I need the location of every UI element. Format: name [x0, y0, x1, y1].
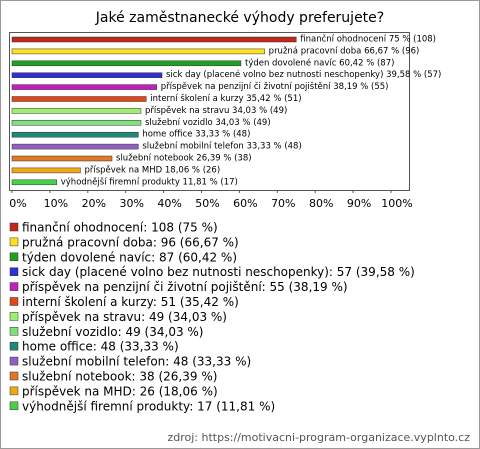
x-tick-label: 20% [82, 197, 106, 210]
bar-label: sick day (placené volno bez nutnosti nes… [166, 69, 441, 80]
bar [11, 120, 142, 126]
x-tick-label: 10% [44, 197, 68, 210]
x-tick-label: 70% [271, 197, 295, 210]
legend-label: týden dovolené navíc: 87 (60,42 %) [22, 250, 237, 264]
bar [11, 167, 81, 174]
bar-label: výhodnější firemní produkty 11,81 % (17) [61, 176, 238, 187]
legend-swatch [9, 341, 19, 351]
bar [11, 143, 139, 150]
x-tick-label: 80% [309, 197, 333, 210]
legend-swatch [9, 327, 19, 336]
legend-label: home office: 48 (33,33 %) [22, 340, 179, 354]
x-tick-label: 0% [9, 197, 26, 210]
bar-label: týden dovolené navíc 60,42 % (87) [245, 57, 394, 68]
x-tick-label: 60% [233, 197, 257, 210]
legend-label: služební mobilní telefon: 48 (33,33 %) [22, 355, 251, 369]
bar [11, 179, 58, 186]
legend-swatch [9, 267, 19, 276]
chart-title: Jaké zaměstnanecké výhody preferujete? [95, 10, 384, 26]
bar-label: služební notebook 26,39 % (38) [116, 154, 252, 164]
bar-label: finanční ohodnocení 75 % (108) [300, 34, 436, 45]
legend-swatch [9, 401, 19, 411]
bar [11, 36, 297, 43]
bar-label: home office 33,33 % (48) [142, 130, 250, 140]
source: zdroj: https://motivacni-program-organiz… [167, 431, 470, 444]
legend-swatch [9, 386, 19, 396]
legend-swatch [9, 222, 19, 232]
legend-label: finanční ohodnocení: 108 (75 %) [22, 221, 218, 235]
legend-swatch [9, 297, 19, 306]
bar [11, 131, 139, 138]
x-tick-label: 30% [119, 197, 143, 210]
x-tick-label: 100% [381, 197, 412, 210]
legend-label: pružná pracovní doba: 96 (66,67 %) [22, 235, 239, 249]
bar [11, 108, 142, 114]
bar [11, 72, 163, 78]
x-tick-label: 50% [195, 197, 219, 210]
legend-label: příspěvek na stravu: 49 (34,03 %) [22, 310, 227, 324]
legend-label: příspěvek na MHD: 26 (18,06 %) [22, 384, 218, 398]
legend-label: sick day (placené volno bez nutnosti nes… [22, 265, 415, 279]
legend-swatch [9, 371, 19, 381]
bar-label: příspěvek na penzijní či životní pojiště… [161, 81, 389, 92]
bar-label: pružná pracovní doba 66,67 % (96) [269, 46, 420, 56]
x-tick-label: 90% [347, 197, 371, 210]
bar-label: služební vozidlo 34,03 % (49) [145, 118, 271, 128]
legend-label: interní školení a kurzy: 51 (35,42 %) [22, 295, 239, 309]
bar [11, 48, 265, 55]
bar [11, 60, 242, 67]
legend-swatch [9, 312, 19, 321]
bar [11, 84, 157, 90]
legend-swatch [9, 237, 19, 247]
bar-label: příspěvek na MHD 18,06 % (26) [84, 165, 220, 175]
legend-swatch [9, 252, 19, 262]
bar-label: příspěvek na stravu 34,03 % (49) [145, 106, 287, 116]
legend-label: služební notebook: 38 (26,39 %) [22, 370, 217, 384]
x-tick-label: 40% [157, 197, 181, 210]
bar [11, 96, 147, 102]
legend-label: výhodnější firemní produkty: 17 (11,81 %… [22, 399, 275, 413]
bar [11, 155, 113, 162]
legend-swatch [9, 282, 19, 291]
legend-label: služební vozidlo: 49 (34,03 %) [22, 325, 204, 339]
bar-label: služební mobilní telefon 33,33 % (48) [142, 142, 301, 152]
bar-label: interní školení a kurzy 35,42 % (51) [150, 93, 301, 104]
legend-swatch [9, 356, 19, 366]
legend-label: příspěvek na penzijní či životní pojiště… [22, 280, 348, 294]
